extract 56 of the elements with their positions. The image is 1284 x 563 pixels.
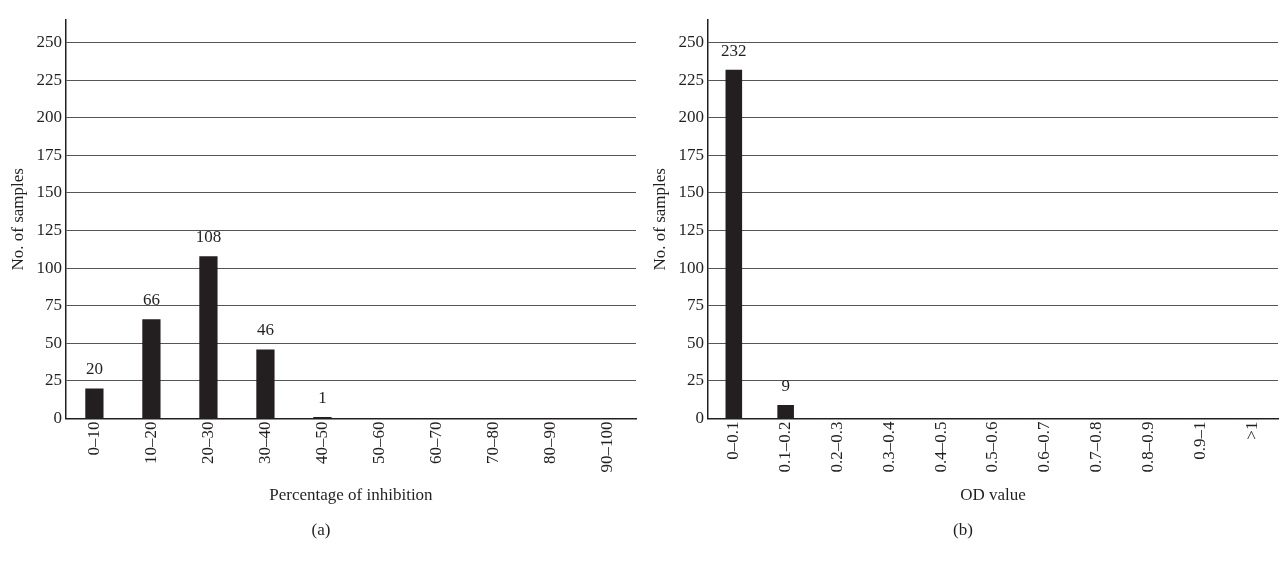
x-axis-title: OD value [960, 485, 1026, 505]
y-tick-label: 75 [686, 295, 704, 315]
x-tick-label: 0.1–0.2 [775, 421, 795, 473]
text: (a) [310, 520, 332, 540]
y-tick-label: 50 [44, 332, 62, 352]
y-tick-label: 0 [53, 408, 62, 428]
data-label: 108 [195, 227, 222, 247]
x-tick-label: 0.3–0.4 [878, 421, 898, 473]
y-axis-title: No. of samples [7, 168, 27, 271]
y-tick-label: 50 [686, 332, 704, 352]
y-tick-label: 250 [678, 32, 704, 52]
y-tick-label: 250 [36, 32, 62, 52]
y-tick-label: 175 [678, 144, 704, 164]
x-tick-label: 60–70 [425, 421, 445, 465]
x-tick-label: 0.2–0.3 [826, 421, 846, 473]
y-tick-label: 175 [36, 144, 62, 164]
x-tick-label: 70–80 [482, 421, 502, 465]
y-tick-label: 75 [44, 295, 62, 315]
y-tick-label: 0 [695, 408, 704, 428]
y-tick-label: 100 [678, 257, 704, 277]
y-tick-label: 200 [678, 107, 704, 127]
y-tick-label: 125 [36, 220, 62, 240]
x-tick-label: 0.4–0.5 [930, 421, 950, 473]
y-tick-label: 150 [36, 182, 62, 202]
x-tick-label: 0.8–0.9 [1137, 421, 1157, 473]
x-tick-label: >1 [1241, 421, 1261, 440]
y-tick-label: 225 [678, 69, 704, 89]
x-tick-label: 90–100 [596, 421, 616, 473]
x-tick-label: 40–50 [311, 421, 331, 465]
x-tick-label: 0.6–0.7 [1034, 421, 1054, 473]
y-tick-label: 200 [36, 107, 62, 127]
data-label: 9 [781, 376, 790, 396]
x-tick-label: 0.7–0.8 [1086, 421, 1106, 473]
x-tick-label: 0–0.1 [723, 421, 743, 460]
data-label: 1 [318, 388, 327, 408]
x-tick-label: 0–10 [83, 421, 103, 456]
x-tick-label: 20–30 [197, 421, 217, 465]
y-axis-title: No. of samples [649, 168, 669, 271]
x-tick-label: 80–90 [539, 421, 559, 465]
data-label: 66 [142, 290, 160, 310]
x-axis-title: Percentage of inhibition [269, 485, 434, 505]
data-label: 232 [721, 40, 747, 60]
x-tick-label: 10–20 [140, 421, 160, 465]
x-tick-label: 50–60 [368, 421, 388, 465]
data-label: 20 [85, 359, 103, 379]
y-tick-label: 125 [678, 220, 704, 240]
x-tick-label: 0.5–0.6 [982, 421, 1002, 473]
y-tick-label: 100 [36, 257, 62, 277]
text: (b) [952, 520, 974, 540]
x-tick-label: 0.9–1 [1189, 421, 1209, 460]
y-tick-label: 25 [44, 370, 62, 390]
y-tick-label: 150 [678, 182, 704, 202]
data-label: 46 [256, 320, 274, 340]
y-tick-label: 25 [686, 370, 704, 390]
y-tick-label: 225 [36, 69, 62, 89]
x-tick-label: 30–40 [254, 421, 274, 465]
